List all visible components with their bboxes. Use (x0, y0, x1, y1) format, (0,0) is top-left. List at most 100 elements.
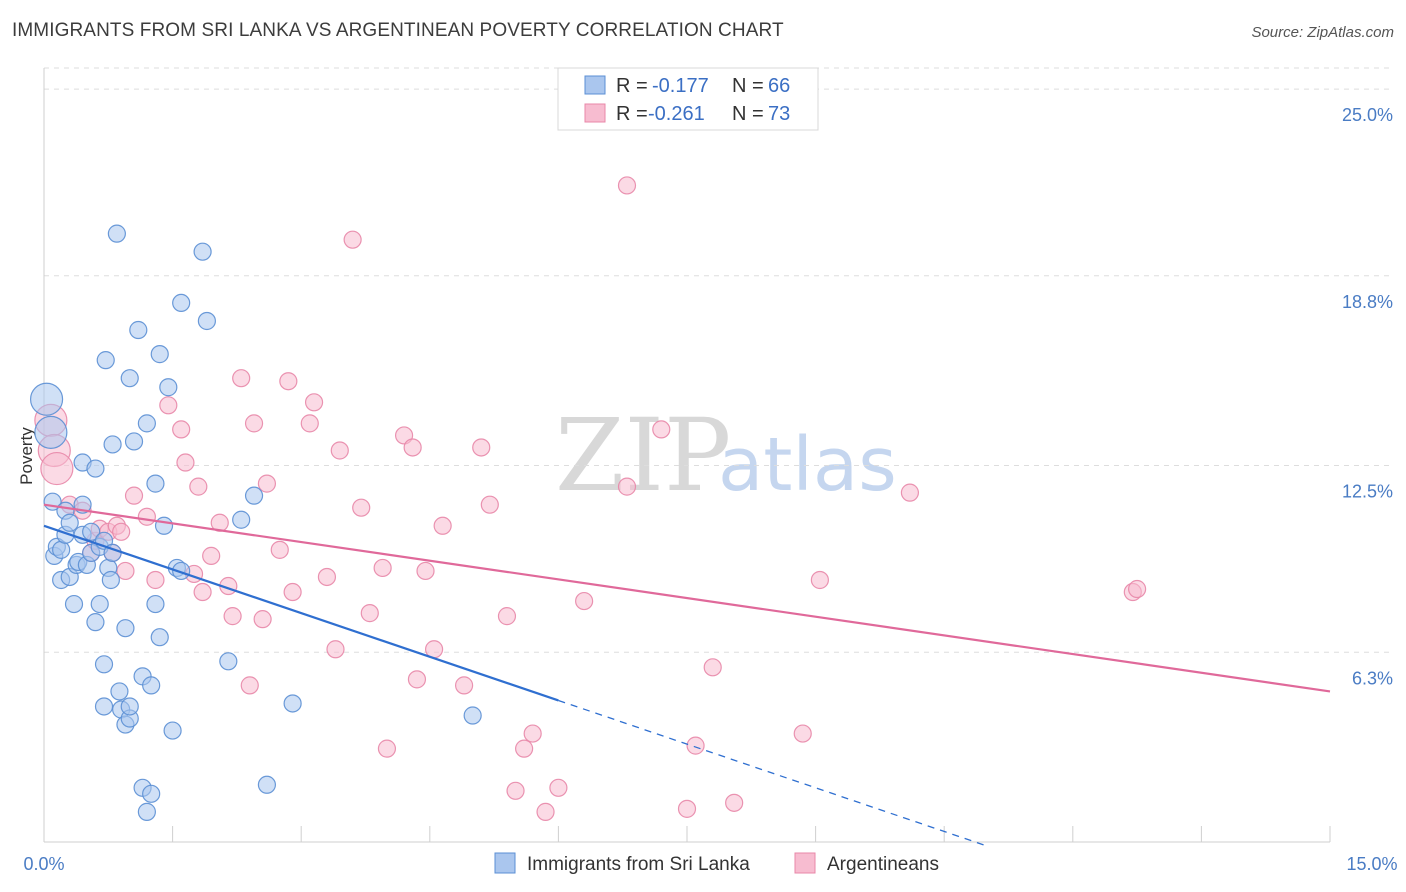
argentineans-point (810, 570, 829, 590)
argentineans-point (515, 739, 534, 758)
sri-lanka-point (146, 474, 165, 493)
sri-lanka-point (172, 293, 191, 313)
argentineans-point (270, 540, 289, 559)
y-tick-label: 25.0% (1342, 105, 1393, 125)
trend-lines (43, 503, 1331, 847)
y-tick-labels: 6.3% 12.5% 18.8% 25.0% (1342, 105, 1393, 688)
sri-lanka-point (120, 369, 139, 388)
watermark-atlas: atlas (718, 422, 897, 508)
sri-lanka-point (29, 382, 64, 416)
argentineans-point (480, 495, 499, 514)
argentineans-point (343, 230, 362, 249)
x-tick-label-max: 15.0% (1346, 854, 1397, 874)
sri-lanka-point (116, 619, 135, 638)
sri-lanka-point (193, 242, 212, 261)
argentineans-point (112, 522, 131, 541)
argentineans-point (137, 507, 156, 526)
legend-r-value-1: -0.177 (652, 75, 709, 97)
chart-title: IMMIGRANTS FROM SRI LANKA VS ARGENTINEAN… (12, 20, 784, 41)
argentineans-point (253, 610, 272, 629)
argentineans-point (304, 393, 324, 412)
trend-line-argentineans (43, 503, 1331, 693)
argentineans-point (172, 420, 191, 439)
argentineans-point (223, 607, 242, 626)
sri-lanka-point (52, 540, 71, 559)
sri-lanka-point (142, 676, 161, 695)
argentineans-point (279, 372, 298, 391)
argentineans-point (193, 582, 212, 602)
legend-r-value-2: -0.261 (648, 103, 705, 125)
sri-lanka-point (159, 378, 178, 397)
argentineans-point (244, 414, 264, 433)
sri-lanka-point (463, 706, 482, 725)
argentineans-point (116, 561, 135, 581)
sri-lanka-point (150, 345, 169, 364)
x-ticks (43, 826, 1331, 842)
sri-lanka-point (101, 570, 120, 590)
sri-lanka-point (244, 486, 264, 505)
argentineans-point (454, 676, 474, 695)
argentineans-point (360, 604, 379, 623)
argentineans-point (472, 438, 491, 457)
sri-lanka-point (103, 435, 122, 454)
sri-lanka-point (107, 224, 126, 243)
sri-lanka-point (142, 784, 161, 803)
y-tick-label: 6.3% (1352, 668, 1393, 688)
argentineans-point (124, 486, 144, 505)
argentineans-point (549, 778, 568, 797)
argentineans-point (617, 176, 637, 195)
argentineans-point (900, 483, 920, 502)
sri-lanka-point (94, 697, 114, 716)
sri-lanka-point (197, 311, 216, 331)
sri-lanka-point (283, 694, 302, 713)
sri-lanka-point (154, 516, 174, 535)
argentineans-point (373, 558, 392, 578)
sri-lanka-point (94, 655, 114, 674)
bottom-legend: Immigrants from Sri Lanka Argentineans (494, 852, 939, 875)
sri-lanka-point (129, 320, 148, 340)
argentineans-point (317, 567, 337, 587)
top-legend: R = -0.177 N = 66 R = -0.261 N = 73 (557, 67, 819, 131)
argentineans-point (1127, 579, 1147, 599)
sri-lanka-point (219, 652, 238, 671)
argentineans-point (523, 724, 542, 743)
sri-lanka-point (137, 414, 156, 433)
argentineans-point (793, 724, 812, 743)
grid-lines (44, 67, 1392, 653)
sri-lanka-point (86, 613, 105, 632)
argentineans-point (202, 546, 221, 565)
sri-lanka-point (163, 721, 182, 740)
legend-swatch-pink (584, 103, 606, 123)
legend-n-label-2: N = (732, 103, 764, 125)
legend-r-label-2: R = (616, 103, 648, 125)
sri-lanka-point (257, 775, 277, 794)
argentineans-point (189, 477, 208, 496)
sri-lanka-point (150, 628, 169, 647)
argentineans-point (506, 781, 525, 800)
sri-lanka-point (232, 510, 251, 529)
argentineans-point (257, 474, 277, 493)
argentineans-point (433, 516, 452, 535)
argentineans-point (240, 676, 259, 695)
sri-lanka-point (34, 415, 68, 450)
sri-lanka-point (146, 594, 165, 614)
sri-lanka-point (86, 459, 105, 478)
argentineans-point (652, 420, 671, 439)
watermark-zip: ZIP (555, 397, 731, 514)
argentineans-point (283, 582, 302, 602)
argentineans-point (403, 438, 422, 457)
sri-lanka-point (90, 594, 109, 614)
legend-r-label-1: R = (616, 75, 648, 97)
bottom-legend-swatch-blue (494, 852, 516, 874)
argentineans-point (330, 441, 349, 460)
argentineans-point (232, 369, 251, 388)
sri-lanka-point (96, 351, 115, 370)
trend-line-sri-lanka-extension (558, 699, 988, 847)
sri-lanka-point (64, 594, 84, 614)
y-axis-label: Poverty (17, 427, 36, 485)
argentineans-point (159, 396, 178, 415)
y-tick-label: 18.8% (1342, 292, 1393, 312)
argentineans-point (497, 607, 517, 626)
argentineans-point (407, 670, 427, 689)
